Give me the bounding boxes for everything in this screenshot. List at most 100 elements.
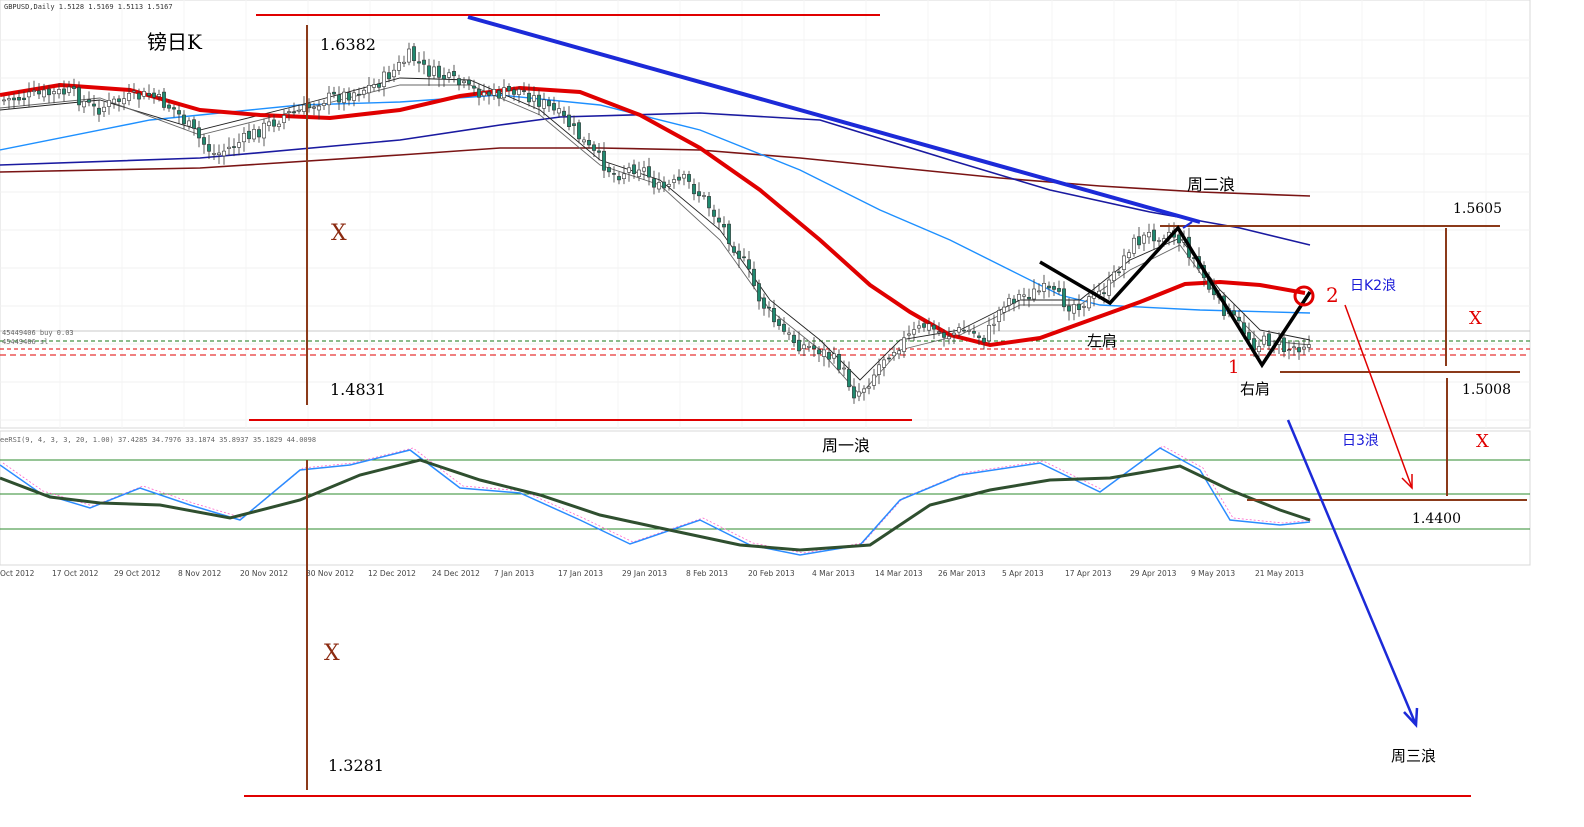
- candle-body: [707, 196, 711, 209]
- candle-body: [17, 97, 21, 101]
- x-tick-label: 17 Oct 2012: [52, 569, 99, 578]
- target-circle: [1293, 285, 1315, 307]
- candle-body: [852, 386, 856, 399]
- candle-body: [687, 174, 691, 182]
- overlay-text-buy: 45449406 buy 0.03: [2, 329, 74, 337]
- candle-body: [387, 72, 391, 80]
- candle-body: [377, 83, 381, 88]
- candle-body: [1292, 346, 1296, 349]
- head-shoulders-zigzag: [1039, 225, 1312, 369]
- candle-body: [1037, 290, 1041, 293]
- candle-body: [962, 329, 966, 332]
- candle-body: [557, 108, 561, 114]
- candle-body: [907, 333, 911, 336]
- projection-blue-arrowhead: [1403, 707, 1419, 729]
- candle-body: [402, 61, 406, 64]
- projection-red-arrowhead: [1401, 474, 1413, 490]
- candle-body: [1157, 240, 1161, 242]
- ma-red: [0, 82, 1306, 348]
- candle-body: [302, 104, 306, 112]
- indicator-header: eeRSI(9, 4, 3, 3, 20, 1.00) 37.4285 34.7…: [0, 436, 316, 444]
- x-tick-label: 8 Feb 2013: [686, 569, 728, 578]
- candle-body: [132, 90, 136, 93]
- candle-body: [1042, 282, 1046, 292]
- candle-body: [62, 88, 66, 95]
- ma-navy: [0, 112, 1311, 246]
- mark-1: 1: [1228, 357, 1239, 378]
- candle-body: [722, 224, 726, 228]
- candle-body: [277, 123, 281, 127]
- candle-body: [1082, 306, 1086, 308]
- candle-body: [1067, 305, 1071, 312]
- candle-body: [482, 92, 486, 97]
- candle-body: [832, 353, 836, 359]
- chart-texts: GBPUSD,Daily 1.5128 1.5169 1.5113 1.5167…: [0, 3, 1511, 775]
- candle-body: [1237, 316, 1241, 322]
- candle-body: [82, 100, 86, 108]
- rsi-slow: [0, 458, 1311, 552]
- candle-body: [502, 87, 506, 99]
- candle-body: [717, 217, 721, 223]
- overlay-text-sl: 45449406 sl: [2, 338, 48, 346]
- x-tick-label: 29 Oct 2012: [114, 569, 161, 578]
- candle-body: [757, 283, 761, 302]
- candle-body: [137, 92, 141, 100]
- right-shoulder-label: 右肩: [1240, 380, 1270, 398]
- candle-body: [957, 327, 961, 333]
- price-label-1-5605: 1.5605: [1453, 201, 1502, 217]
- candle-body: [357, 93, 361, 96]
- candle-body: [837, 353, 841, 370]
- candle-body: [257, 129, 261, 138]
- candle-body: [797, 339, 801, 352]
- trendline-tip: [1182, 221, 1193, 229]
- candle-body: [112, 98, 116, 104]
- x-axis: Oct 2012 17 Oct 2012 29 Oct 2012 8 Nov 2012…: [0, 569, 1304, 578]
- candle-body: [412, 46, 416, 61]
- candle-body: [692, 184, 696, 195]
- candle-body: [812, 345, 816, 349]
- candle-body: [1057, 288, 1061, 292]
- candle-body: [1257, 346, 1261, 352]
- candle-body: [742, 256, 746, 259]
- candle-body: [477, 88, 481, 98]
- candle-body: [392, 69, 396, 78]
- candle-body: [407, 48, 411, 63]
- candle-body: [152, 92, 156, 98]
- x-tick-label: 20 Feb 2013: [748, 569, 795, 578]
- x-tick-label: 24 Dec 2012: [432, 569, 480, 578]
- title-label: 镑日K: [147, 30, 203, 54]
- wave-label-week3: 周三浪: [1391, 747, 1436, 765]
- candle-body: [1262, 335, 1266, 345]
- candle-body: [1007, 298, 1011, 306]
- candle-body: [242, 133, 246, 143]
- candle-body: [992, 323, 996, 326]
- candle-body: [467, 79, 471, 85]
- candle-body: [847, 369, 851, 388]
- candle-body: [147, 93, 151, 96]
- candle-body: [192, 119, 196, 129]
- candle-body: [632, 164, 636, 175]
- candle-body: [672, 179, 676, 183]
- candle-body: [532, 95, 536, 102]
- wave-label-week1: 周一浪: [822, 436, 870, 455]
- candle-body: [27, 91, 31, 98]
- candle-body: [272, 119, 276, 127]
- x-mark-2: X: [324, 641, 340, 666]
- candle-body: [337, 94, 341, 103]
- candle-body: [1302, 346, 1306, 350]
- price-panel: [0, 0, 1531, 429]
- x-tick-label: 29 Jan 2013: [622, 569, 667, 578]
- candle-body: [527, 92, 531, 103]
- trendline-blue: [467, 15, 1201, 224]
- candle-body: [547, 100, 551, 107]
- rsi-fast: [0, 447, 1311, 556]
- candle-body: [177, 110, 181, 115]
- candle-body: [617, 176, 621, 181]
- x-tick-label: 7 Jan 2013: [494, 569, 534, 578]
- candle-body: [602, 150, 606, 171]
- candle-body: [1047, 285, 1051, 289]
- candle-body: [552, 103, 556, 111]
- x-tick-label: 17 Apr 2013: [1065, 569, 1112, 578]
- symbol-header: GBPUSD,Daily 1.5128 1.5169 1.5113 1.5167: [4, 3, 173, 11]
